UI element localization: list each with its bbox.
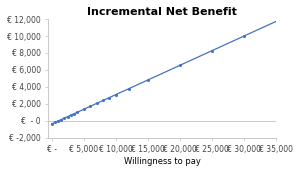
Point (72, 112, 76, 115)
Point (178, 64, 182, 67)
Point (81, 108, 86, 111)
Point (88, 105, 92, 108)
Point (75, 111, 80, 114)
Point (52, 121, 57, 124)
Point (65, 115, 70, 118)
Title: Incremental Net Benefit: Incremental Net Benefit (87, 7, 237, 17)
Point (242, 35, 246, 37)
Point (113, 93, 118, 96)
Point (126, 87, 131, 90)
Point (146, 79, 150, 81)
Point (209, 49, 214, 52)
Point (107, 96, 112, 99)
Point (62, 117, 67, 119)
Point (100, 99, 105, 102)
Point (56, 120, 61, 122)
Point (94, 102, 99, 105)
Point (49, 122, 54, 125)
Point (68, 114, 73, 117)
Point (59, 118, 64, 121)
X-axis label: Willingness to pay: Willingness to pay (124, 157, 201, 166)
